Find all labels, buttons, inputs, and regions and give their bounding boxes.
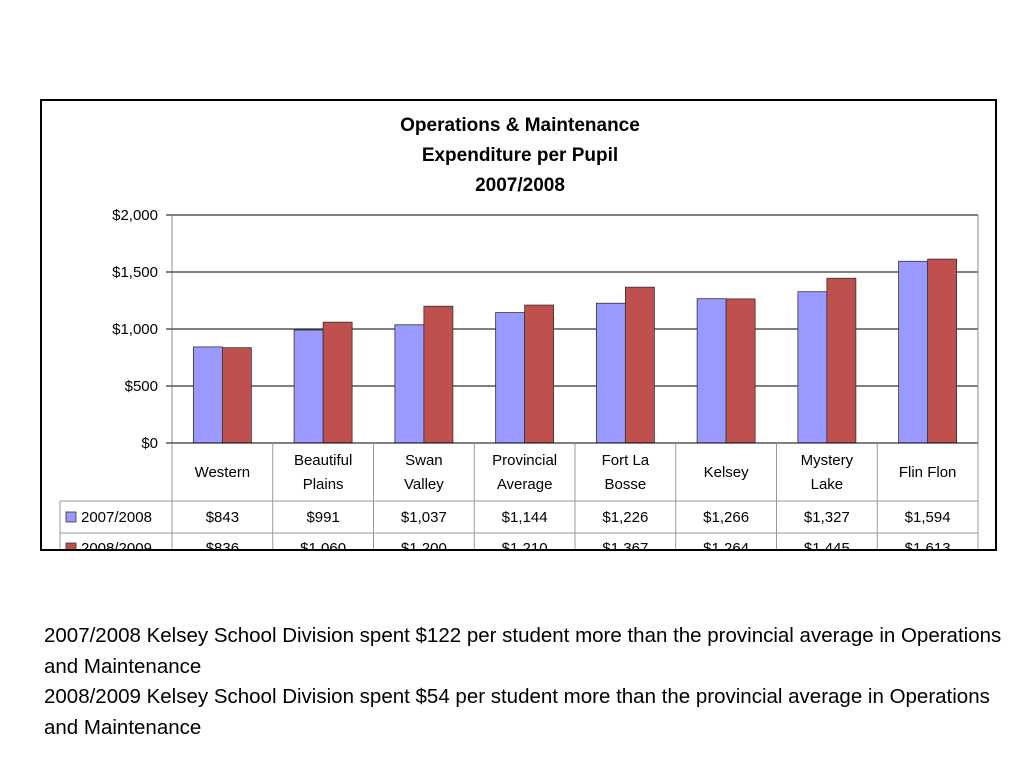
bar [624,286,655,444]
data-label: $1,445 [804,540,850,549]
data-label: $1,200 [401,540,447,549]
chart-frame: Operations & Maintenance Expenditure per … [40,99,997,551]
note-2008-2009: 2008/2009 Kelsey School Division spent $… [44,685,990,739]
data-label: $1,367 [602,540,648,549]
y-tick-label: $1,000 [112,321,158,338]
category-label: Flin Flon [899,464,957,481]
gridlines [171,214,979,444]
data-label: $1,060 [300,540,346,549]
data-table: Western Beautiful Plains Swan Valley Provinci… [59,442,979,549]
legend-label: 2007/2008 [81,509,152,526]
bar [725,298,756,444]
notes: 2007/2008 Kelsey School Division spent $… [44,621,1004,743]
bar [797,291,828,444]
chart-title-line: 2007/2008 [475,175,565,196]
bar [696,298,727,444]
category-label: Provincial [492,452,557,469]
data-label: $1,210 [502,540,548,549]
y-tick-label: $2,000 [112,207,158,224]
bar-chart: Operations & Maintenance Expenditure per … [59,115,979,549]
category-label: Average [497,476,553,493]
data-label: $1,226 [602,509,648,526]
bar [322,321,353,444]
bar [524,304,555,444]
bar [192,346,223,444]
data-label: $1,613 [905,540,951,549]
data-label: $1,037 [401,509,447,526]
bar [293,329,324,444]
category-label: Plains [303,476,344,493]
bar [595,302,626,444]
category-label: Mystery [801,452,854,469]
chart-title: Operations & Maintenance Expenditure per … [400,115,640,196]
data-label: $1,264 [703,540,749,549]
data-label: $1,266 [703,509,749,526]
bar [927,258,958,444]
data-label: $1,144 [502,509,548,526]
bar [221,347,252,444]
bar [394,324,425,444]
data-label: $836 [206,540,239,549]
category-label: Swan [405,452,443,469]
y-tick-label: $500 [125,378,158,395]
note-2007-2008: 2007/2008 Kelsey School Division spent $… [44,624,1002,678]
legend-label: 2008/2009 [81,540,152,549]
category-label: Western [195,464,251,481]
bar [826,277,857,444]
category-label: Lake [811,476,844,493]
chart-title-line: Operations & Maintenance [400,115,640,136]
legend-key [65,542,77,549]
category-label: Beautiful [294,452,352,469]
data-label: $991 [306,509,339,526]
category-label: Valley [404,476,444,493]
y-axis-ticks: $0 $500 $1,000 $1,500 $2,000 [112,207,172,452]
chart-title-line: Expenditure per Pupil [422,145,618,166]
data-label: $1,594 [905,509,951,526]
bar [423,305,454,444]
y-tick-label: $1,500 [112,264,158,281]
legend-key [65,511,77,523]
data-label: $843 [206,509,239,526]
bar [898,260,929,444]
category-label: Fort La [602,452,650,469]
category-label: Bosse [605,476,647,493]
category-label: Kelsey [704,464,750,481]
y-tick-label: $0 [141,435,158,452]
bar [495,312,526,444]
data-label: $1,327 [804,509,850,526]
bars [192,258,958,444]
